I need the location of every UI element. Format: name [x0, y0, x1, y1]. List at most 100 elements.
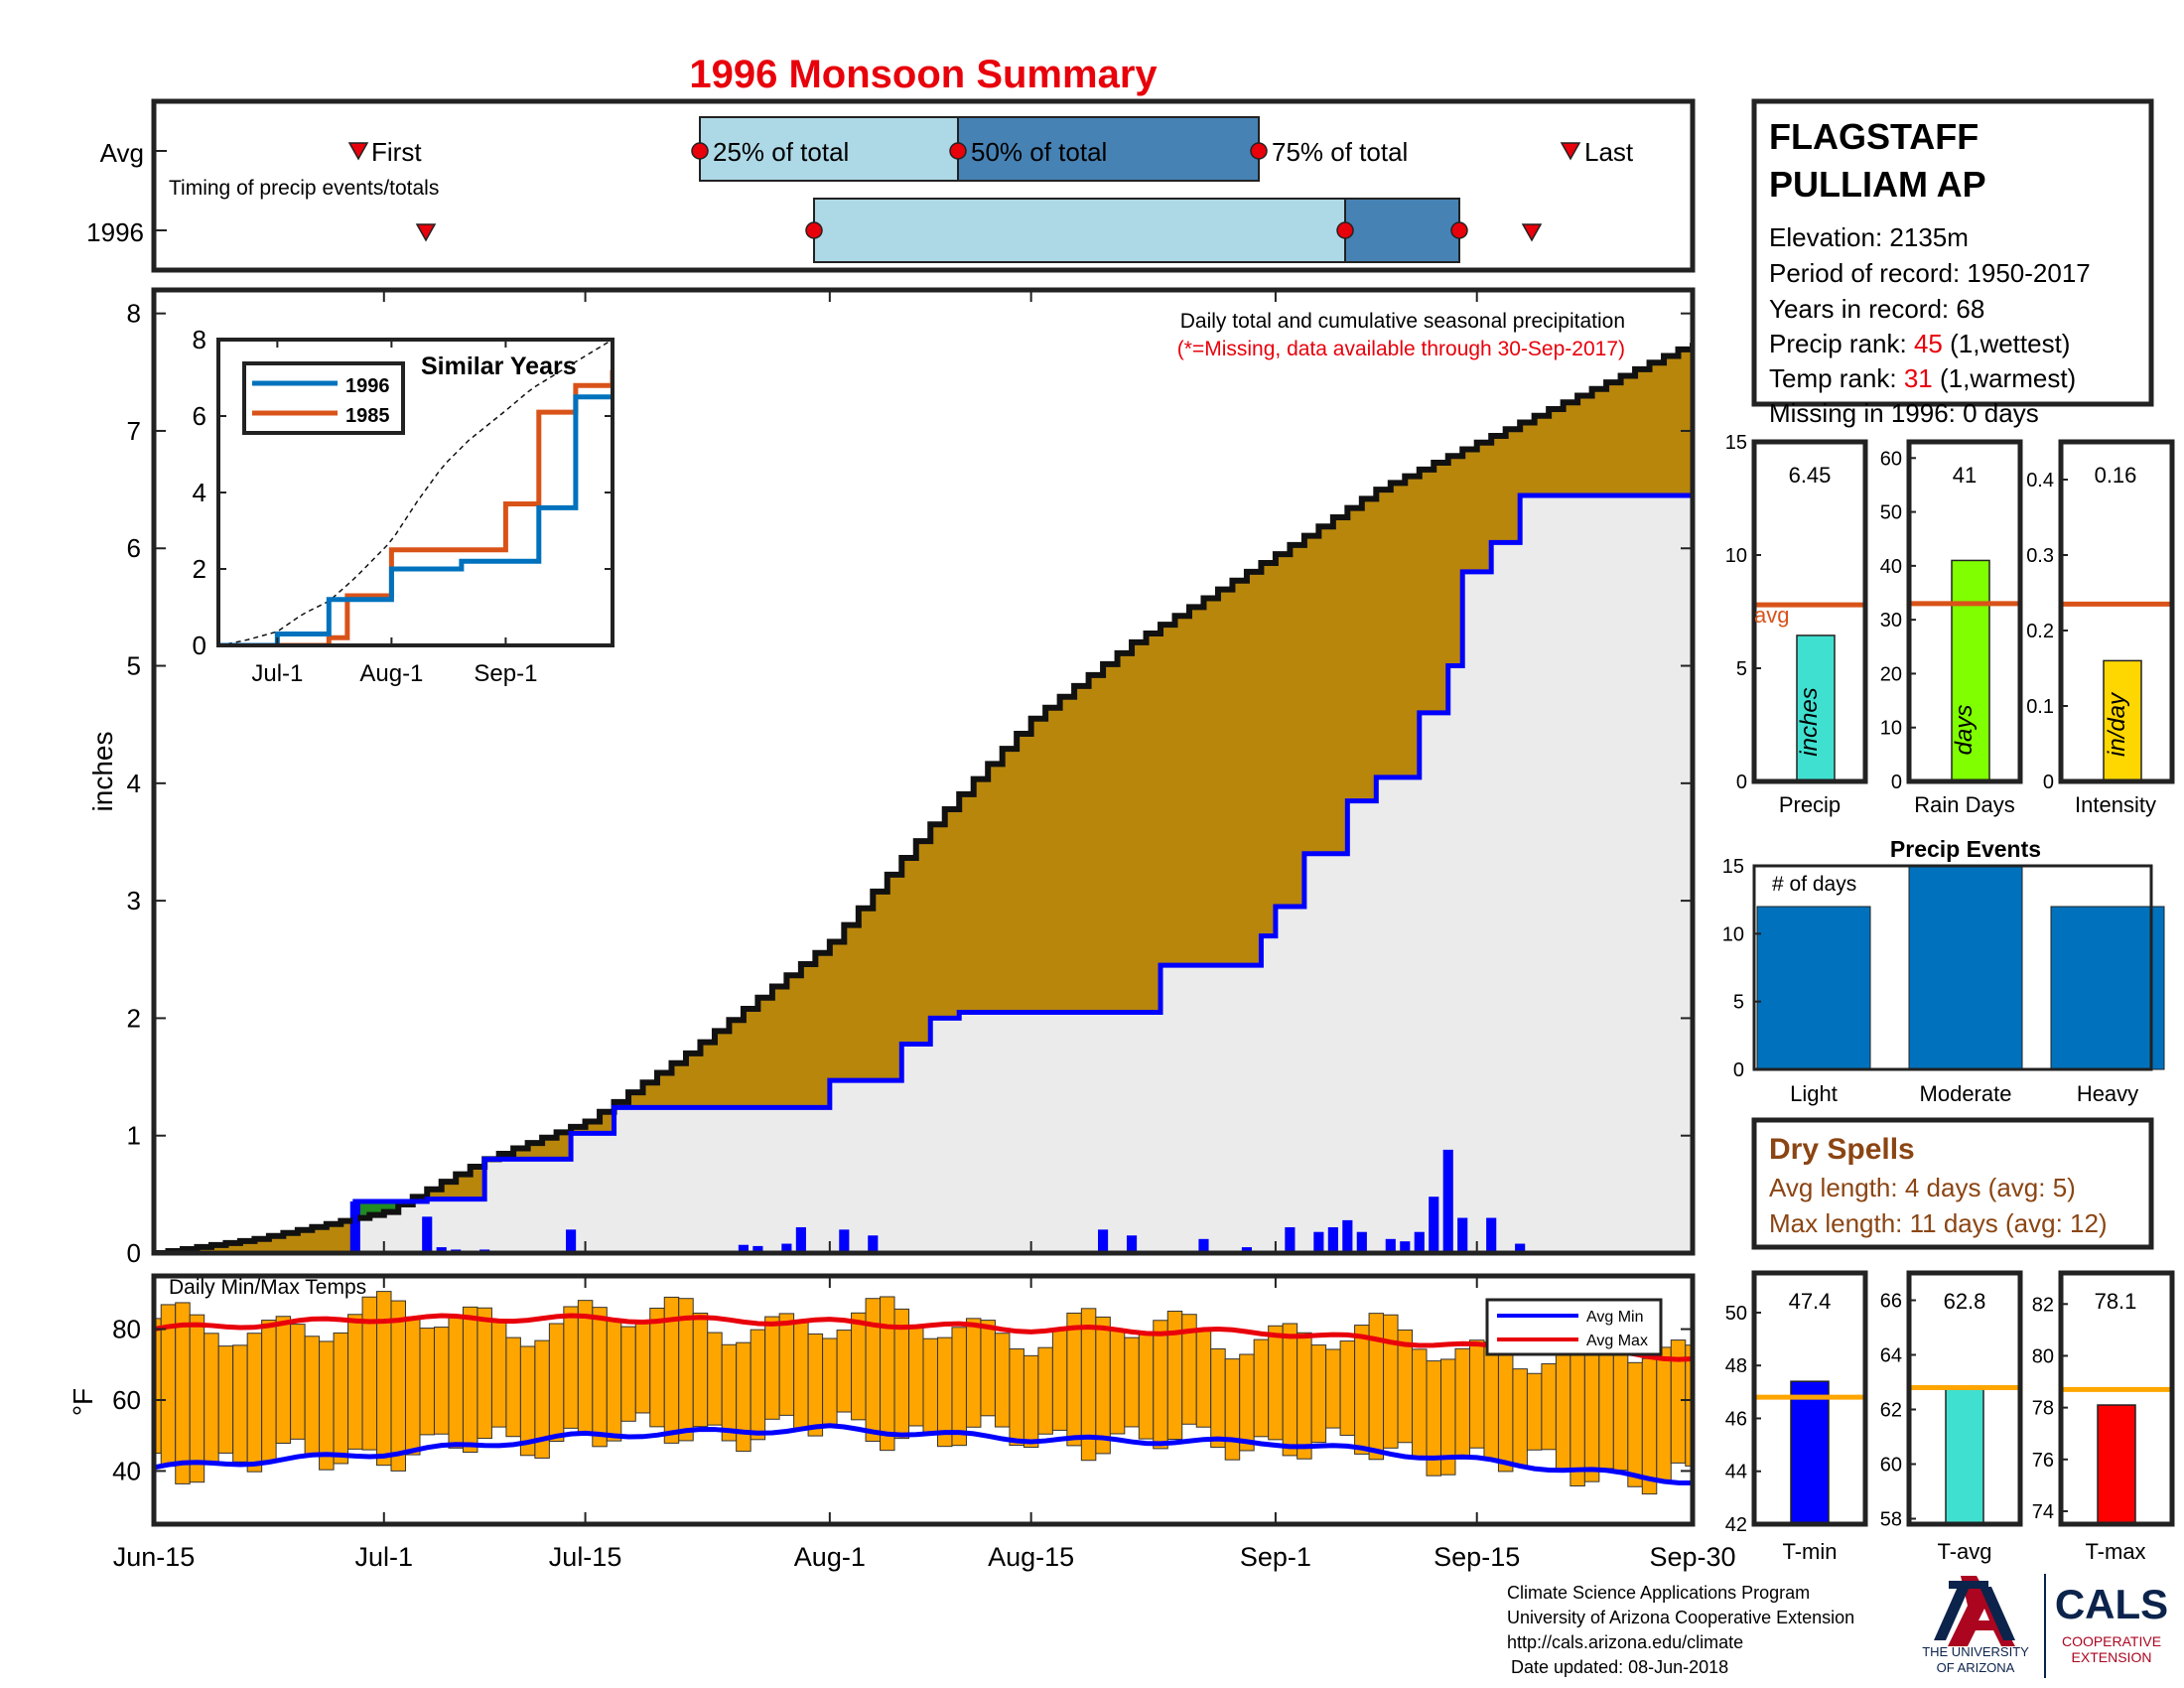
temp-stat-bar-t-max [2097, 1404, 2136, 1525]
temp-bar-93 [1483, 1341, 1499, 1460]
temp-bar-13 [333, 1332, 349, 1465]
daily-precip-bar-28 [1515, 1243, 1526, 1253]
date-tick-label-4: Aug-15 [988, 1542, 1074, 1572]
inset-ytick-label-0: 0 [193, 631, 206, 660]
avg-first-marker [347, 142, 369, 161]
stat-tick-label-0-1: 5 [1736, 658, 1747, 680]
year-cumulative-line [154, 492, 1693, 1253]
inset-ytick-label-3: 6 [193, 401, 206, 431]
temp-bar-31 [592, 1307, 608, 1448]
temp-bar-30 [577, 1300, 594, 1436]
event-ytick-label-2: 10 [1722, 923, 1744, 945]
cals-logo: CALS COOPERATIVE EXTENSION [2055, 1581, 2168, 1665]
temp-bar-59 [994, 1333, 1011, 1428]
temp-stat-bar-t-avg [1945, 1386, 1984, 1525]
date-tick-label-3: Aug-1 [794, 1542, 866, 1572]
temp-bar-46 [807, 1333, 824, 1437]
temp-bar-91 [1454, 1347, 1470, 1458]
main-ytick-label-6: 6 [127, 533, 141, 563]
main-ytick-label-4: 4 [127, 769, 141, 798]
temp-bar-48 [836, 1330, 853, 1413]
temp-bar-81 [1310, 1344, 1327, 1444]
avg-first-label: First [371, 137, 422, 167]
avg-q25-marker [691, 142, 709, 160]
temp-bar-29 [563, 1306, 579, 1429]
station-name-1: FLAGSTAFF [1769, 116, 1979, 157]
temp-bar-85 [1368, 1313, 1385, 1461]
event-xlabel-0: Light [1790, 1081, 1838, 1106]
inset-1996-line [218, 394, 613, 645]
date-tick-label-7: Sep-30 [1649, 1542, 1735, 1572]
temp-bar-35 [649, 1307, 665, 1428]
temp-ytick-label-2: 80 [112, 1315, 141, 1344]
year-q75-marker [1450, 221, 1468, 239]
temp-panel-frame-0 [1751, 1270, 1868, 1527]
legend-avg-min: Avg Min [1586, 1309, 1644, 1326]
temp-panel-frame-1 [1906, 1270, 2023, 1527]
temp-stat-bar-t-min [1790, 1380, 1830, 1525]
avg-max-line [154, 1313, 1693, 1362]
stat-tick-label-0-2: 10 [1725, 545, 1747, 567]
ua-text-1: THE UNIVERSITY [1922, 1644, 2029, 1659]
temp-bar-103 [1627, 1361, 1643, 1487]
dry-spells-avg: Avg length: 4 days (avg: 5) [1769, 1173, 2076, 1202]
inset-xtick-label-1: Aug-1 [359, 660, 423, 687]
footer-line-4: Date updated: 08-Jun-2018 [1511, 1657, 1728, 1677]
event-xlabel-1: Moderate [1920, 1081, 2012, 1106]
temp-stat-panels: 42 44 46 48 50 58 60 62 64 66 74 76 78 80 82 [1725, 1270, 2175, 1536]
temp-bar-101 [1598, 1338, 1614, 1470]
temp-bar-98 [1555, 1344, 1571, 1471]
temp-bar-20 [433, 1327, 450, 1435]
inset-ytick-label-1: 2 [193, 554, 206, 584]
dry-spells-max: Max length: 11 days (avg: 12) [1769, 1208, 2108, 1238]
temp-panel-frame-2 [2058, 1270, 2175, 1527]
temp-bar-102 [1612, 1353, 1629, 1472]
station-info-box: FLAGSTAFF PULLIAM AP Elevation: 2135m Pe… [1751, 98, 2154, 428]
daily-precip-bar-19 [1342, 1219, 1353, 1253]
temp-panel-tick-label-0-1: 44 [1725, 1462, 1747, 1483]
events-ylabel: # of days [1772, 873, 1856, 896]
stat-tick-label-2-4: 0.4 [2026, 470, 2054, 492]
daily-precip-bar-7 [752, 1245, 763, 1253]
footer-line-1: Climate Science Applications Program [1507, 1583, 1810, 1603]
stat-tick-label-0-0: 0 [1736, 772, 1747, 793]
avg-q50-label: 50% of total [971, 137, 1107, 167]
daily-precip-bar-15 [1241, 1247, 1253, 1253]
stat-tick-label-0-3: 15 [1725, 432, 1747, 454]
year-last-marker [1521, 223, 1543, 242]
temp-bar-92 [1468, 1339, 1485, 1449]
temp-bar-5 [217, 1345, 234, 1454]
year-cumulative-fill [154, 495, 1693, 1253]
temp-bar-54 [922, 1337, 938, 1433]
daily-precip-bar-18 [1327, 1226, 1338, 1253]
daily-precip-bar-16 [1285, 1226, 1296, 1253]
precip-events-chart: Precip Events # of days 0 5 10 15 Light Moder… [1722, 836, 2165, 1106]
temp-bar-21 [448, 1316, 464, 1449]
events-bars [1756, 865, 2165, 1070]
temp-y-axis: 40 60 80 [112, 1315, 1693, 1485]
stat-tick-label-1-6: 60 [1880, 448, 1902, 470]
daily-temp-bars [154, 1291, 1693, 1495]
dry-spells-title: Dry Spells [1769, 1133, 1915, 1166]
timing-caption: Timing of precip events/totals [169, 177, 439, 200]
temp-bar-43 [764, 1316, 780, 1420]
temp-bar-38 [692, 1312, 709, 1428]
avg-last-label: Last [1584, 137, 1634, 167]
temp-bar-105 [1656, 1346, 1672, 1481]
precip-unit: inches [1796, 687, 1823, 756]
inset-xtick-label-2: Sep-1 [474, 660, 537, 687]
cals-sub-2: EXTENSION [2072, 1649, 2152, 1665]
events-title: Precip Events [1890, 836, 2041, 862]
inset-xtick-label-0: Jul-1 [251, 660, 303, 687]
temp-panel-tick-label-1-3: 64 [1880, 1345, 1902, 1367]
temp-bar-12 [319, 1340, 335, 1471]
temp-bar-24 [490, 1320, 507, 1428]
temp-bar-53 [908, 1326, 924, 1427]
stat-panel-frame-1 [1906, 439, 2023, 784]
main-ytick-label-2: 2 [127, 1003, 141, 1033]
temp-bar-78 [1268, 1325, 1284, 1441]
daily-precip-bar-25 [1442, 1149, 1453, 1253]
temp-bar-40 [721, 1343, 738, 1442]
tmin-label: T-min [1783, 1539, 1838, 1564]
